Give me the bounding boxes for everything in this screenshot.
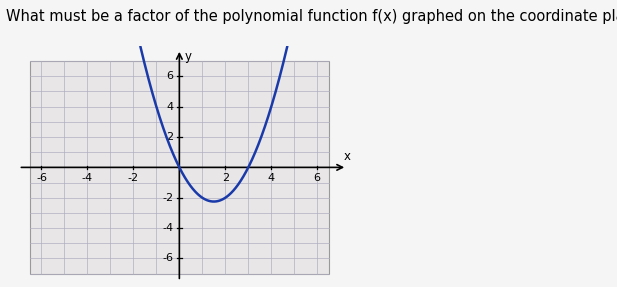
Text: 4: 4 (167, 102, 173, 112)
Text: -4: -4 (162, 223, 173, 233)
Text: 6: 6 (167, 71, 173, 81)
Text: 2: 2 (222, 173, 229, 183)
Bar (30, 61, 329, 274)
Text: 2: 2 (167, 132, 173, 142)
Text: -4: -4 (82, 173, 93, 183)
Text: -6: -6 (36, 173, 47, 183)
Text: 6: 6 (313, 173, 321, 183)
Text: -2: -2 (128, 173, 139, 183)
Text: 4: 4 (268, 173, 275, 183)
Text: x: x (344, 150, 350, 163)
Text: y: y (185, 51, 192, 63)
Text: What must be a factor of the polynomial function f(x) graphed on the coordinate : What must be a factor of the polynomial … (6, 9, 617, 24)
Text: -2: -2 (162, 193, 173, 203)
Text: -6: -6 (163, 253, 173, 263)
